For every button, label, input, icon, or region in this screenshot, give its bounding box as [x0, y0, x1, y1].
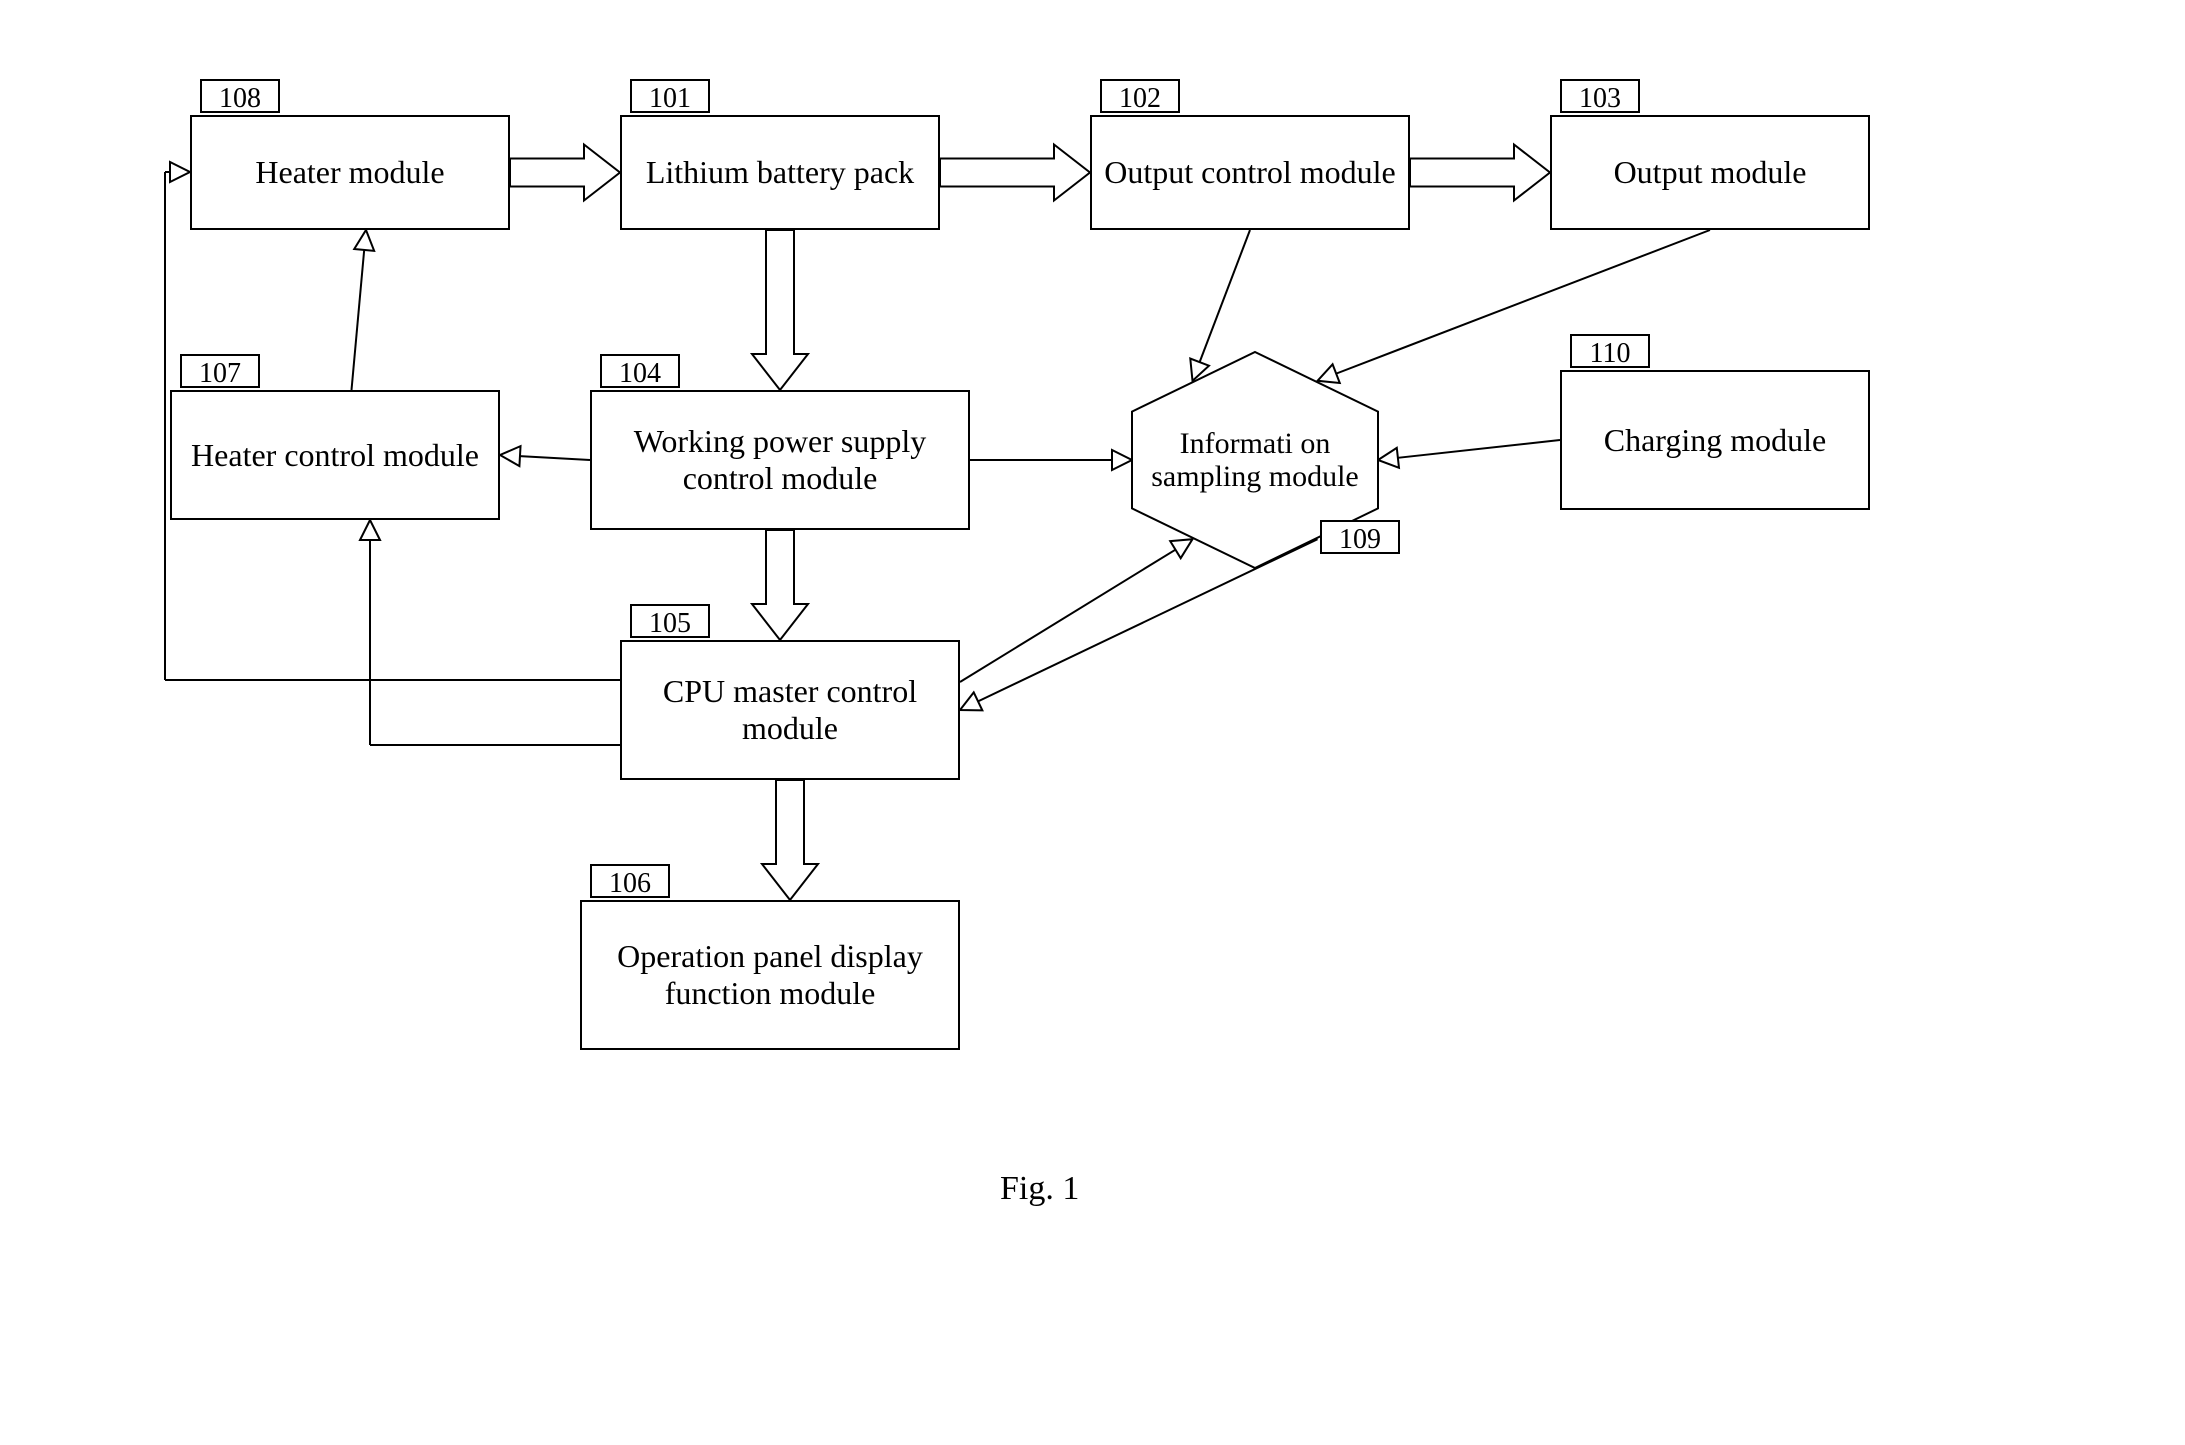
node-tag-105: 105 — [630, 604, 710, 638]
node-tag-102: 102 — [1100, 79, 1180, 113]
node-tag-107: 107 — [180, 354, 260, 388]
node-label: CPU master control module — [630, 673, 950, 747]
node-label: Output module — [1614, 154, 1807, 191]
node-output-module: Output module — [1550, 115, 1870, 230]
node-tag-108: 108 — [200, 79, 280, 113]
node-tag-109: 109 — [1320, 520, 1400, 554]
node-label: Operation panel display function module — [590, 938, 950, 1012]
node-tag-104: 104 — [600, 354, 680, 388]
node-operation-panel-display-function-module: Operation panel display function module — [580, 900, 960, 1050]
node-heater-module: Heater module — [190, 115, 510, 230]
node-label: Heater module — [255, 154, 444, 191]
figure-caption: Fig. 1 — [1000, 1170, 1079, 1208]
node-tag-110: 110 — [1570, 334, 1650, 368]
node-label: Informati on sampling module — [1130, 427, 1380, 493]
node-output-control-module: Output control module — [1090, 115, 1410, 230]
node-label: Lithium battery pack — [646, 154, 914, 191]
node-lithium-battery-pack: Lithium battery pack — [620, 115, 940, 230]
node-tag-103: 103 — [1560, 79, 1640, 113]
node-cpu-master-control-module: CPU master control module — [620, 640, 960, 780]
node-working-power-supply-control-module: Working power supply control module — [590, 390, 970, 530]
node-label: Working power supply control module — [600, 423, 960, 497]
node-heater-control-module: Heater control module — [170, 390, 500, 520]
node-label: Heater control module — [191, 437, 479, 474]
node-charging-module: Charging module — [1560, 370, 1870, 510]
node-label: Output control module — [1104, 154, 1396, 191]
node-tag-101: 101 — [630, 79, 710, 113]
node-tag-106: 106 — [590, 864, 670, 898]
node-label: Charging module — [1604, 422, 1827, 459]
